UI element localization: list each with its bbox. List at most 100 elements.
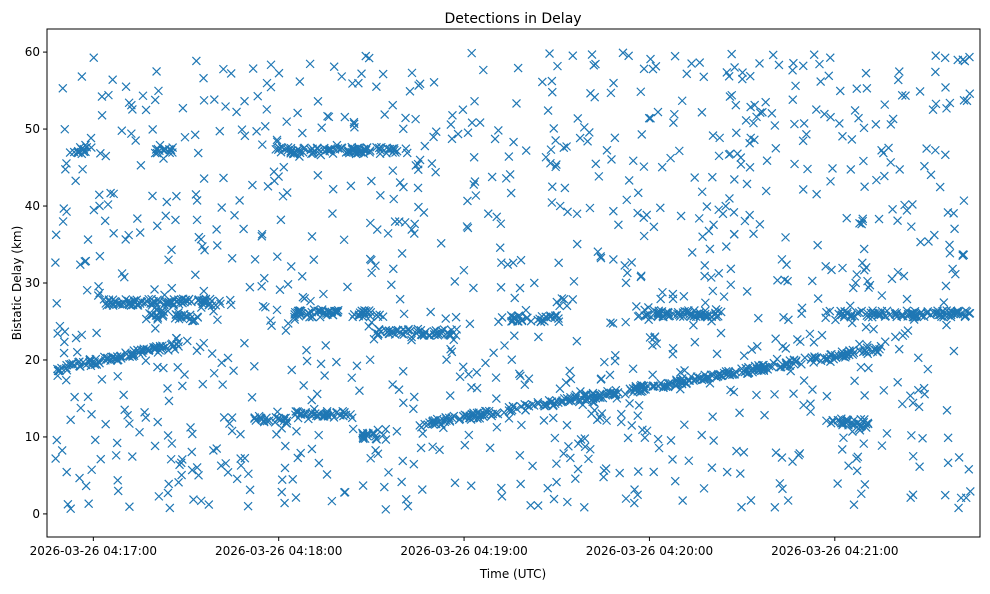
- data-point: [781, 232, 790, 242]
- data-point: [166, 145, 176, 155]
- data-point: [442, 355, 451, 365]
- data-point: [346, 409, 355, 419]
- data-point: [364, 321, 374, 331]
- data-point: [732, 446, 741, 456]
- data-point: [653, 434, 663, 444]
- data-point: [262, 416, 272, 426]
- data-point: [757, 107, 767, 117]
- data-point: [836, 418, 846, 428]
- data-point: [852, 454, 861, 463]
- data-point: [669, 109, 679, 119]
- data-point: [383, 228, 393, 238]
- data-point: [83, 235, 93, 245]
- data-point: [240, 131, 250, 141]
- data-point: [141, 413, 151, 423]
- data-point: [407, 335, 416, 345]
- data-point: [788, 58, 798, 68]
- data-point: [576, 435, 586, 444]
- data-point: [166, 454, 176, 464]
- data-point: [280, 463, 290, 473]
- data-point: [855, 346, 864, 356]
- data-point: [893, 216, 902, 226]
- data-point: [894, 67, 904, 77]
- data-point: [808, 385, 817, 394]
- data-point: [403, 501, 413, 511]
- data-point: [441, 416, 451, 426]
- data-point: [154, 86, 163, 96]
- data-point: [199, 295, 209, 305]
- data-point: [87, 409, 96, 419]
- data-point: [401, 113, 410, 123]
- data-point: [610, 350, 620, 360]
- data-point: [608, 206, 618, 216]
- data-point: [761, 186, 771, 196]
- data-point: [73, 357, 83, 367]
- data-point: [782, 360, 791, 370]
- data-point: [799, 376, 809, 385]
- data-point: [193, 296, 203, 306]
- data-point: [394, 217, 404, 226]
- data-point: [668, 343, 678, 353]
- data-point: [859, 244, 869, 254]
- data-point: [755, 58, 764, 68]
- data-point: [100, 355, 110, 365]
- data-point: [799, 118, 809, 128]
- data-point: [488, 409, 498, 419]
- data-point: [290, 307, 300, 317]
- data-point: [261, 413, 271, 423]
- data-point: [272, 429, 281, 439]
- data-point: [127, 452, 137, 461]
- data-point: [679, 291, 689, 301]
- data-point: [622, 268, 632, 278]
- data-point: [124, 98, 134, 108]
- data-point: [515, 371, 525, 381]
- data-point: [549, 124, 559, 133]
- data-point: [58, 217, 68, 226]
- data-point: [398, 366, 408, 376]
- data-point: [70, 392, 80, 402]
- data-point: [565, 395, 575, 405]
- data-point: [426, 307, 436, 317]
- data-point: [657, 162, 667, 172]
- data-point: [470, 177, 480, 186]
- data-point: [318, 411, 328, 421]
- data-point: [862, 343, 872, 353]
- data-point: [89, 205, 99, 215]
- data-point: [272, 252, 282, 262]
- data-point: [187, 447, 197, 457]
- data-point: [903, 309, 913, 319]
- data-point: [182, 336, 192, 346]
- data-point: [926, 170, 936, 180]
- data-point: [773, 275, 782, 285]
- data-point: [119, 390, 129, 400]
- data-point: [429, 132, 438, 142]
- data-point: [366, 176, 376, 186]
- data-point: [447, 134, 457, 144]
- data-point: [779, 312, 788, 322]
- data-point: [115, 299, 125, 309]
- data-point: [781, 344, 791, 353]
- data-point: [901, 91, 910, 101]
- data-point: [714, 151, 724, 161]
- data-point: [878, 148, 888, 158]
- data-point: [580, 395, 590, 405]
- data-point: [186, 423, 195, 432]
- data-point: [389, 194, 399, 204]
- data-point: [724, 150, 734, 159]
- data-point: [745, 138, 755, 148]
- data-point: [302, 356, 312, 366]
- data-point: [815, 59, 824, 69]
- data-point: [191, 56, 201, 66]
- data-point: [677, 379, 687, 389]
- data-point: [416, 330, 426, 339]
- data-point: [148, 191, 157, 201]
- data-point: [850, 106, 860, 115]
- data-point: [163, 384, 172, 393]
- data-point: [190, 270, 200, 280]
- data-point: [922, 308, 932, 318]
- data-point: [637, 130, 647, 139]
- data-point: [908, 312, 918, 322]
- data-point: [298, 292, 308, 302]
- data-point: [811, 354, 821, 364]
- data-point: [621, 278, 631, 288]
